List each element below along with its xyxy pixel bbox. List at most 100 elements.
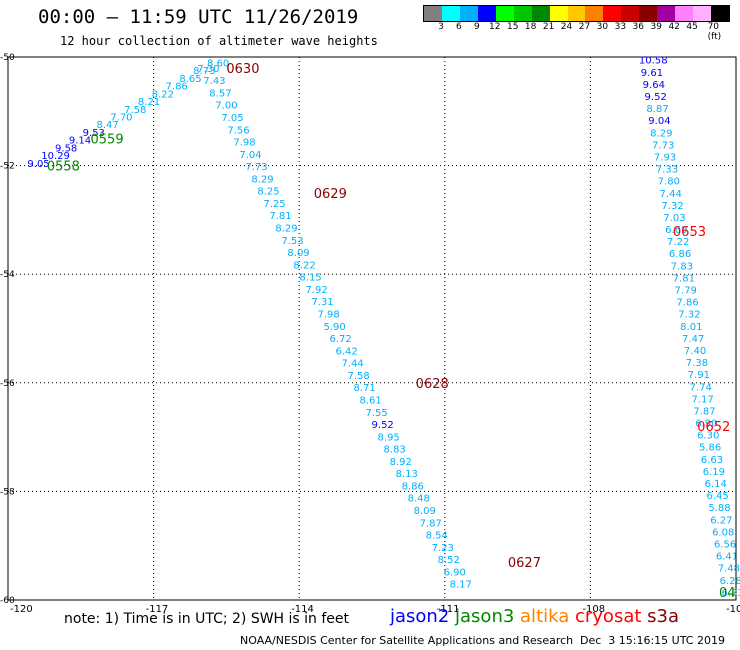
- wave-height-value: 7.40: [684, 346, 706, 357]
- wave-height-value: 9.58: [55, 143, 77, 154]
- color-swatch: [603, 6, 622, 21]
- color-swatch: [639, 6, 658, 21]
- wave-height-value: 7.58: [348, 371, 370, 382]
- wave-height-value: 7.43: [203, 76, 225, 87]
- wave-height-value: 8.15: [299, 273, 321, 284]
- color-swatch: [675, 6, 694, 21]
- legend-item-cryosat: cryosat: [574, 606, 648, 627]
- legend-item-jason3: jason3: [455, 606, 521, 627]
- color-scale-label: 12: [489, 22, 501, 32]
- color-scale-label: 9: [473, 22, 480, 32]
- wave-height-value: 7.74: [690, 382, 712, 393]
- wave-height-value: 7.70: [110, 113, 132, 124]
- color-swatch: [621, 6, 640, 21]
- wave-height-value: 7.05: [221, 113, 243, 124]
- wave-height-value: 9.04: [648, 116, 670, 127]
- wave-height-value: 6.90: [444, 567, 466, 578]
- color-swatch: [657, 6, 676, 21]
- wave-height-value: 6.56: [714, 539, 736, 550]
- wave-height-value: 10.29: [41, 151, 70, 162]
- wave-height-value: 8.22: [152, 89, 174, 100]
- color-scale-bar: [423, 5, 730, 22]
- pass-time-label: 04: [719, 586, 736, 601]
- wave-height-value: 6.72: [329, 334, 351, 345]
- wave-height-value: 7.38: [686, 358, 708, 369]
- wave-height-value: 7.87: [693, 406, 715, 417]
- wave-height-value: 7.32: [678, 310, 700, 321]
- wave-height-value: 8.95: [378, 432, 400, 443]
- wave-height-value: 8.73: [193, 66, 215, 77]
- wave-height-value: 7.58: [124, 105, 146, 116]
- wave-height-value: 10.58: [639, 56, 668, 67]
- lon-tick-label: -114: [291, 604, 314, 615]
- wave-height-value: 7.73: [652, 140, 674, 151]
- map-subtitle: 12 hour collection of altimeter wave hei…: [60, 34, 378, 48]
- color-scale-label: 70 (ft): [707, 22, 722, 42]
- lat-tick-label: -52: [0, 162, 15, 172]
- wave-height-value: 8.01: [680, 322, 702, 333]
- lat-tick-label: -58: [0, 487, 15, 497]
- wave-height-value: 7.92: [305, 285, 327, 296]
- wave-height-value: 6.28: [720, 576, 740, 587]
- wave-height-value: 8.29: [275, 224, 297, 235]
- color-swatch: [567, 6, 586, 21]
- wave-height-value: 7.98: [233, 138, 255, 149]
- color-swatch: [424, 6, 442, 21]
- wave-height-value: 6.33: [721, 588, 740, 599]
- wave-height-value: 6.45: [706, 491, 728, 502]
- lon-tick-label: -117: [146, 604, 169, 615]
- wave-height-value: 6.14: [705, 479, 727, 490]
- color-scale-label: 27: [578, 22, 591, 32]
- color-swatch: [531, 6, 550, 21]
- wave-height-value: 7.48: [718, 564, 740, 575]
- color-swatch: [693, 6, 711, 21]
- wave-height-value: 7.47: [682, 334, 704, 345]
- wave-height-value: 8.17: [450, 580, 472, 591]
- map-title: 00:00 – 11:59 UTC 11/26/2019: [38, 6, 359, 28]
- pass-time-label: 0652: [697, 420, 730, 435]
- map-frame: [7, 56, 737, 601]
- color-scale-label: 18: [524, 22, 537, 32]
- wave-height-value: 8.25: [257, 187, 279, 198]
- wave-height-value: 7.22: [667, 237, 689, 248]
- wave-height-value: 7.00: [215, 101, 237, 112]
- wave-height-value: 7.56: [227, 125, 249, 136]
- wave-height-value: 8.13: [396, 469, 418, 480]
- lat-tick-label: -60: [0, 596, 15, 606]
- wave-height-value: 8.87: [646, 104, 668, 115]
- color-scale-label: 36: [632, 22, 645, 32]
- wave-height-value: 7.31: [311, 297, 333, 308]
- wave-height-value: 9.53: [83, 128, 105, 139]
- wave-height-value: 8.83: [384, 445, 406, 456]
- wave-height-value: 7.55: [366, 408, 388, 419]
- lat-tick-label: -56: [0, 379, 15, 389]
- wave-height-value: 7.86: [676, 298, 698, 309]
- lon-tick-label: -111: [437, 604, 460, 615]
- wave-height-value: 7.53: [281, 236, 303, 247]
- wave-height-value: 9.61: [641, 68, 663, 79]
- wave-height-value: 7.30: [197, 64, 219, 75]
- wave-height-value: 8.48: [408, 494, 430, 505]
- legend-item-altika: altika: [520, 606, 575, 627]
- color-scale-label: 39: [650, 22, 662, 32]
- pass-time-label: 0630: [226, 62, 259, 77]
- pass-time-label: 0558: [47, 160, 80, 175]
- wave-height-value: 8.22: [293, 260, 315, 271]
- wave-height-value: 6.69: [665, 225, 687, 236]
- wave-height-value: 9.52: [372, 420, 394, 431]
- wave-height-value: 6.63: [701, 455, 723, 466]
- wave-height-value: 8.54: [426, 531, 448, 542]
- pass-time-label: 0627: [508, 556, 541, 571]
- wave-height-value: 6.42: [335, 346, 357, 357]
- wave-height-value: 7.44: [660, 189, 682, 200]
- wave-height-value: 7.98: [317, 310, 339, 321]
- lat-tick-label: -54: [0, 270, 15, 280]
- footer-timestamp: Dec 3 15:16:15 UTC 2019: [580, 634, 725, 647]
- wave-height-value: 6.41: [716, 552, 738, 563]
- wave-height-value: 5.86: [699, 443, 721, 454]
- wave-height-value: 7.86: [166, 82, 188, 93]
- wave-height-value: 7.03: [663, 213, 685, 224]
- wave-height-value: 7.80: [658, 177, 680, 188]
- lon-tick-label: -108: [582, 604, 605, 615]
- wave-height-value: 8.61: [360, 395, 382, 406]
